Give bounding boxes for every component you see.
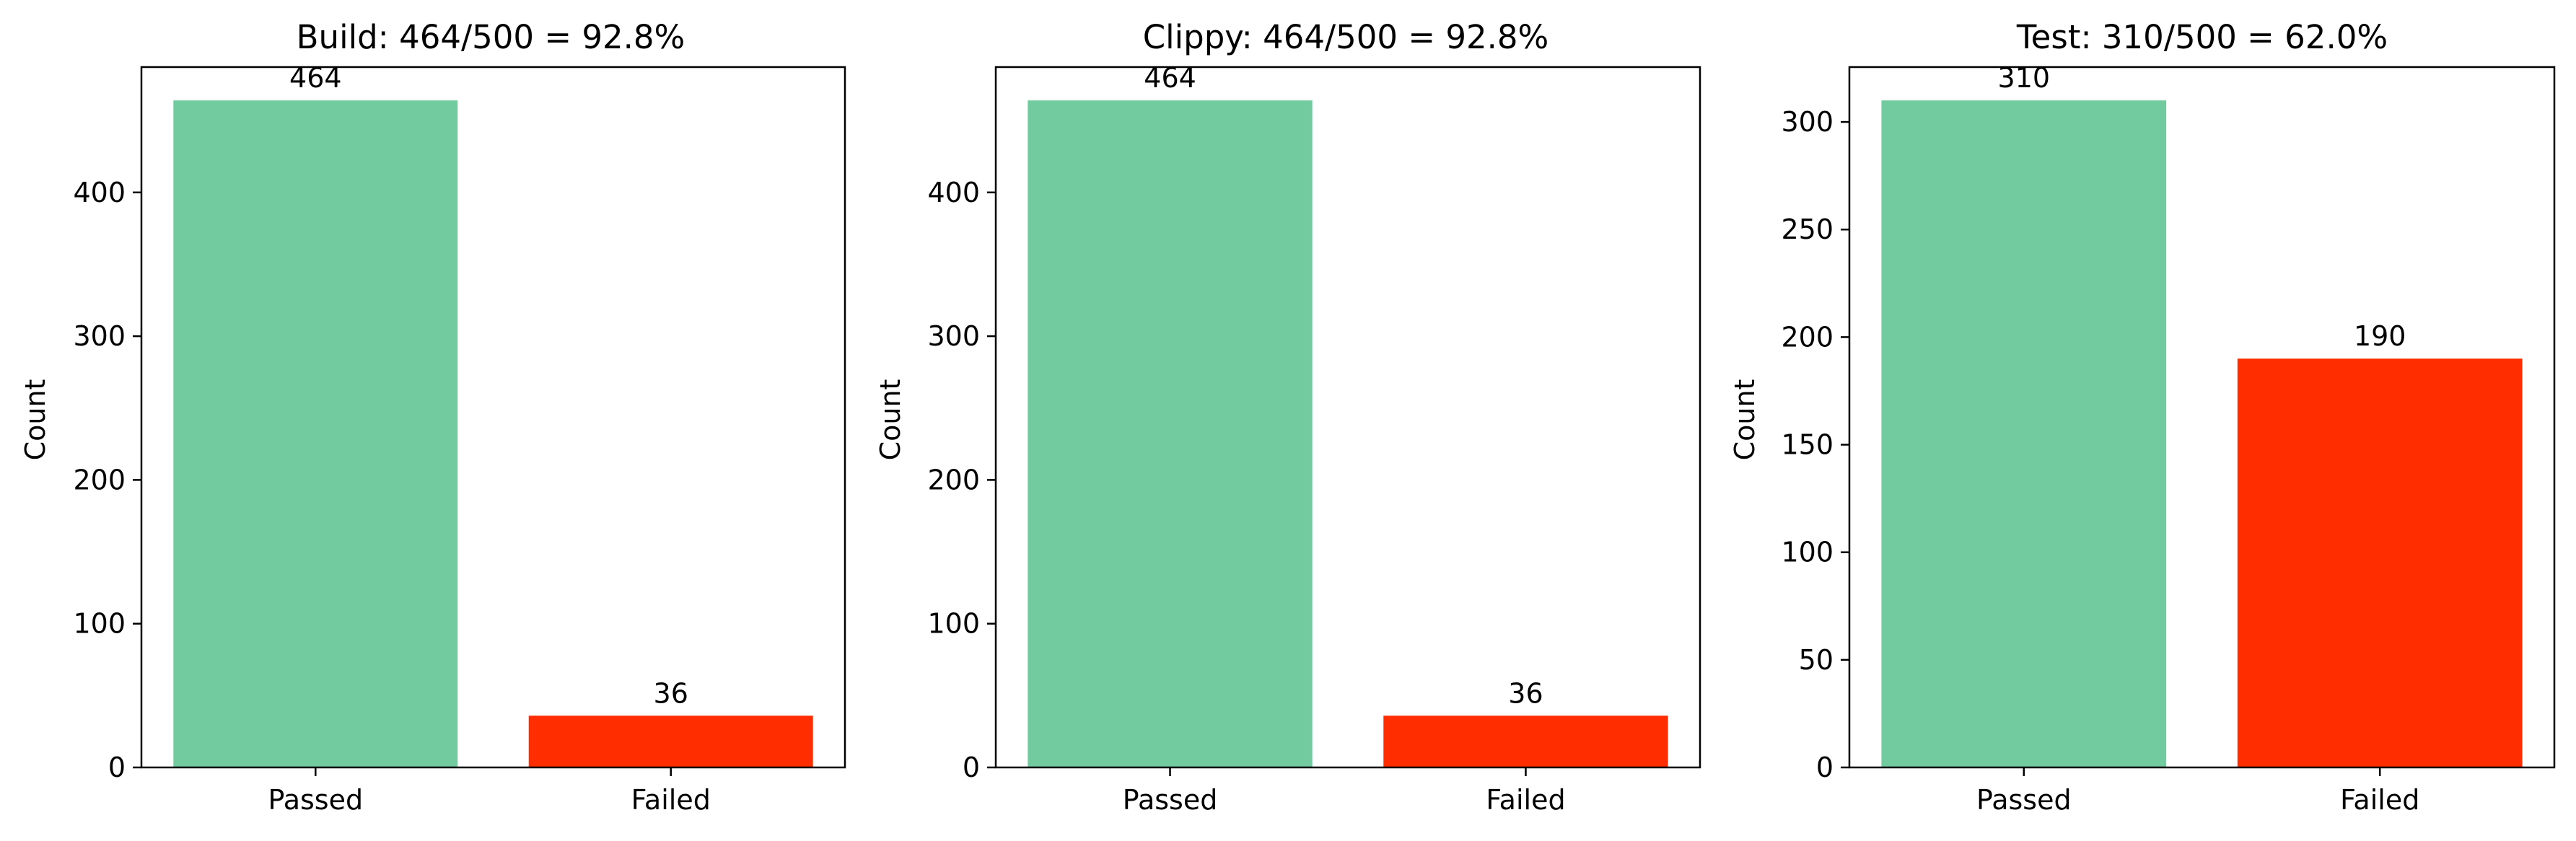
y-tick-label: 100 xyxy=(73,608,126,640)
y-tick-label: 200 xyxy=(927,464,980,496)
y-tick-label: 400 xyxy=(927,177,980,208)
y-tick-label: 0 xyxy=(963,752,980,783)
data-label: 36 xyxy=(654,677,688,709)
x-tick-label: Passed xyxy=(1123,784,1218,816)
plot-frame xyxy=(140,66,846,769)
y-axis-label: Count xyxy=(19,379,51,461)
chart-build: Build: 464/500 = 92.8% Count 46436010020… xyxy=(19,18,846,816)
x-tick-label: Failed xyxy=(631,784,711,816)
x-tick-label: Passed xyxy=(1976,784,2072,816)
y-tick-label: 150 xyxy=(1781,429,1834,461)
plot-frame xyxy=(994,66,1701,769)
x-tick-label: Failed xyxy=(1486,784,1565,816)
bar-passed xyxy=(1028,100,1313,767)
y-tick-label: 300 xyxy=(1781,106,1834,138)
chart-test: Test: 310/500 = 62.0% Count 310190050100… xyxy=(1729,18,2556,816)
bar-passed xyxy=(1881,100,2167,767)
y-axis-label: Count xyxy=(875,379,906,461)
x-tick-label: Passed xyxy=(268,784,363,816)
plot-frame xyxy=(1848,66,2556,769)
chart-clippy: Clippy: 464/500 = 92.8% Count 4643601002… xyxy=(875,18,1701,816)
chart-title: Test: 310/500 = 62.0% xyxy=(2016,18,2388,56)
bar-failed xyxy=(528,715,813,767)
y-tick-label: 400 xyxy=(73,177,126,208)
data-label: 190 xyxy=(2354,320,2406,352)
y-tick-label: 300 xyxy=(73,320,126,352)
y-tick-label: 0 xyxy=(108,752,126,783)
bar-failed xyxy=(1383,715,1668,767)
y-tick-label: 50 xyxy=(1799,644,1834,676)
y-tick-label: 200 xyxy=(1781,321,1834,353)
y-tick-label: 200 xyxy=(73,464,126,496)
bar-failed xyxy=(2237,358,2523,767)
chart-title: Build: 464/500 = 92.8% xyxy=(297,18,685,56)
y-tick-label: 100 xyxy=(927,608,980,640)
y-tick-label: 250 xyxy=(1781,213,1834,245)
y-axis-label: Count xyxy=(1729,379,1761,461)
y-tick-label: 0 xyxy=(1816,752,1834,783)
y-tick-label: 300 xyxy=(927,320,980,352)
data-label: 36 xyxy=(1508,677,1543,709)
chart-title: Clippy: 464/500 = 92.8% xyxy=(1143,18,1549,56)
x-tick-label: Failed xyxy=(2340,784,2419,816)
bar-passed xyxy=(173,100,458,767)
y-tick-label: 100 xyxy=(1781,537,1834,568)
